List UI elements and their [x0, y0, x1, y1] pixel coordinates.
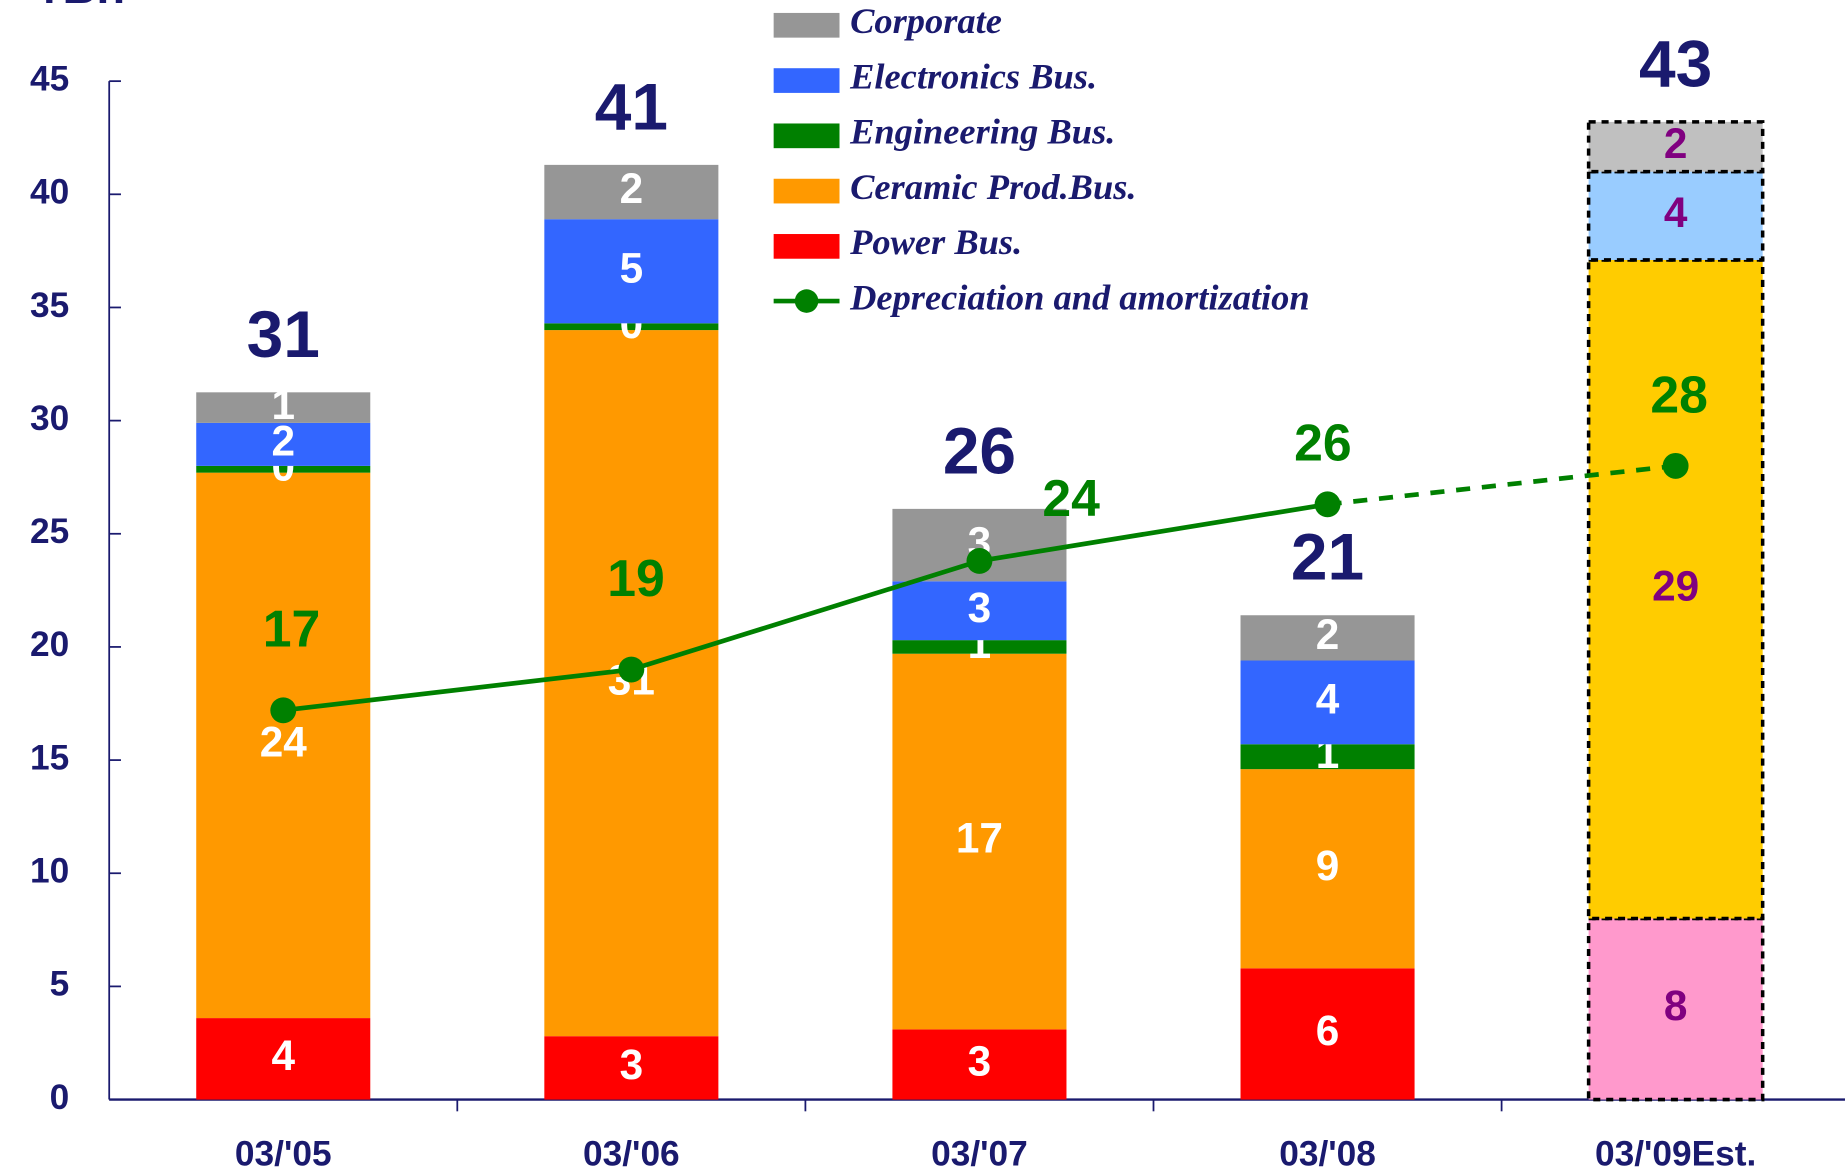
bar-segment: [1240, 769, 1415, 969]
legend-swatch: [773, 12, 840, 38]
bar-value-label: 8: [1664, 982, 1688, 1029]
bar-segment: [196, 1018, 371, 1100]
bar-segment: [1240, 660, 1415, 745]
bar-value-label: 4: [1664, 189, 1688, 236]
y-tick-label: 35: [30, 286, 69, 325]
total-label: 43: [1639, 26, 1712, 100]
legend-label: Ceramic Prod.Bus.: [850, 167, 1136, 207]
bar-value-label: 2: [1664, 120, 1688, 167]
bar-segment: [1240, 615, 1415, 661]
line-value-label: 19: [607, 549, 665, 607]
bar-value-label: 24: [260, 719, 308, 766]
total-label: 41: [595, 69, 668, 143]
bar-value-label: 29: [1652, 562, 1699, 609]
line-point: [618, 656, 645, 683]
y-tick-label: 5: [50, 965, 70, 1004]
legend-label: Electronics Bus.: [849, 56, 1097, 96]
y-tick-label: 10: [30, 852, 69, 891]
line-point: [1662, 452, 1689, 479]
bar-segment: [892, 653, 1067, 1030]
y-tick-label: 0: [50, 1078, 70, 1117]
x-tick-label: 03/'09Est.: [1595, 1134, 1756, 1173]
y-tick-label: 40: [30, 173, 69, 212]
bar-value-label: 17: [956, 815, 1003, 862]
y-tick-label: 45: [30, 59, 69, 98]
bar-value-label: 2: [620, 165, 644, 212]
bar-value-label: 2: [271, 418, 295, 465]
legend-swatch: [773, 123, 840, 149]
legend-label: Engineering Bus.: [849, 112, 1115, 152]
bar-value-label: 3: [968, 584, 992, 631]
bar-value-label: 5: [620, 244, 644, 291]
bar-segment: [196, 472, 371, 1019]
bar-value-label: 6: [1316, 1007, 1340, 1054]
bar-segment: [196, 422, 371, 466]
legend-label: Power Bus.: [849, 222, 1022, 262]
bar-segment: [544, 164, 719, 220]
legend-label: Depreciation and amortization: [849, 277, 1310, 317]
line-series-estimate: [1327, 463, 1676, 507]
legend-swatch: [773, 234, 840, 259]
bar-value-label: 2: [1316, 611, 1340, 658]
bar-value-label: 4: [271, 1032, 295, 1079]
bar-segment: [892, 1029, 1067, 1100]
x-tick-label: 03/'05: [235, 1134, 332, 1173]
line-value-label: 17: [263, 599, 321, 657]
bar-value-label: 4: [1316, 676, 1340, 723]
line-point: [1314, 491, 1341, 518]
y-tick-label: 30: [30, 399, 69, 438]
bar-segment: [544, 323, 719, 331]
legend-swatch: [773, 68, 840, 93]
bar-segment: [1586, 169, 1765, 262]
line-series: [282, 502, 1328, 713]
line-point: [270, 697, 297, 724]
legend-swatch: [773, 178, 840, 204]
x-tick-label: 03/'07: [931, 1134, 1028, 1173]
bar-segment: [1586, 258, 1765, 921]
bar-segment: [544, 1036, 719, 1100]
bar-segment: [196, 465, 371, 473]
bar-value-label: 3: [620, 1041, 644, 1088]
line-value-label: 26: [1294, 413, 1352, 471]
line-point: [966, 547, 993, 574]
bar-segment: [892, 581, 1067, 641]
bar-segment: [544, 330, 719, 1037]
bar-segment: [892, 640, 1067, 654]
line-value-label: 24: [1042, 469, 1100, 527]
legend-label: Corporate: [850, 1, 1002, 41]
bar-segment: [1240, 968, 1415, 1100]
bar-value-label: 9: [1316, 842, 1340, 889]
y-tick-label: 25: [30, 512, 69, 551]
bar-value-label: 1: [271, 381, 295, 428]
x-tick-label: 03/'08: [1279, 1134, 1376, 1173]
y-tick-label: 15: [30, 738, 69, 777]
legend-marker: [794, 289, 819, 313]
bar-segment: [1240, 744, 1415, 770]
bar-segment: [544, 219, 719, 324]
total-label: 31: [247, 297, 320, 371]
line-value-label: 28: [1650, 366, 1708, 424]
bar-value-label: 3: [968, 1038, 992, 1085]
total-label: 26: [943, 413, 1016, 487]
bar-segment: [196, 392, 371, 423]
y-tick-label: 20: [30, 625, 69, 664]
total-label: 21: [1291, 520, 1364, 594]
x-tick-label: 03/'06: [583, 1134, 680, 1173]
y-axis-label: ¥Bn: [36, 0, 125, 13]
bar-segment: [1586, 916, 1765, 1102]
bar-segment: [1586, 120, 1765, 174]
